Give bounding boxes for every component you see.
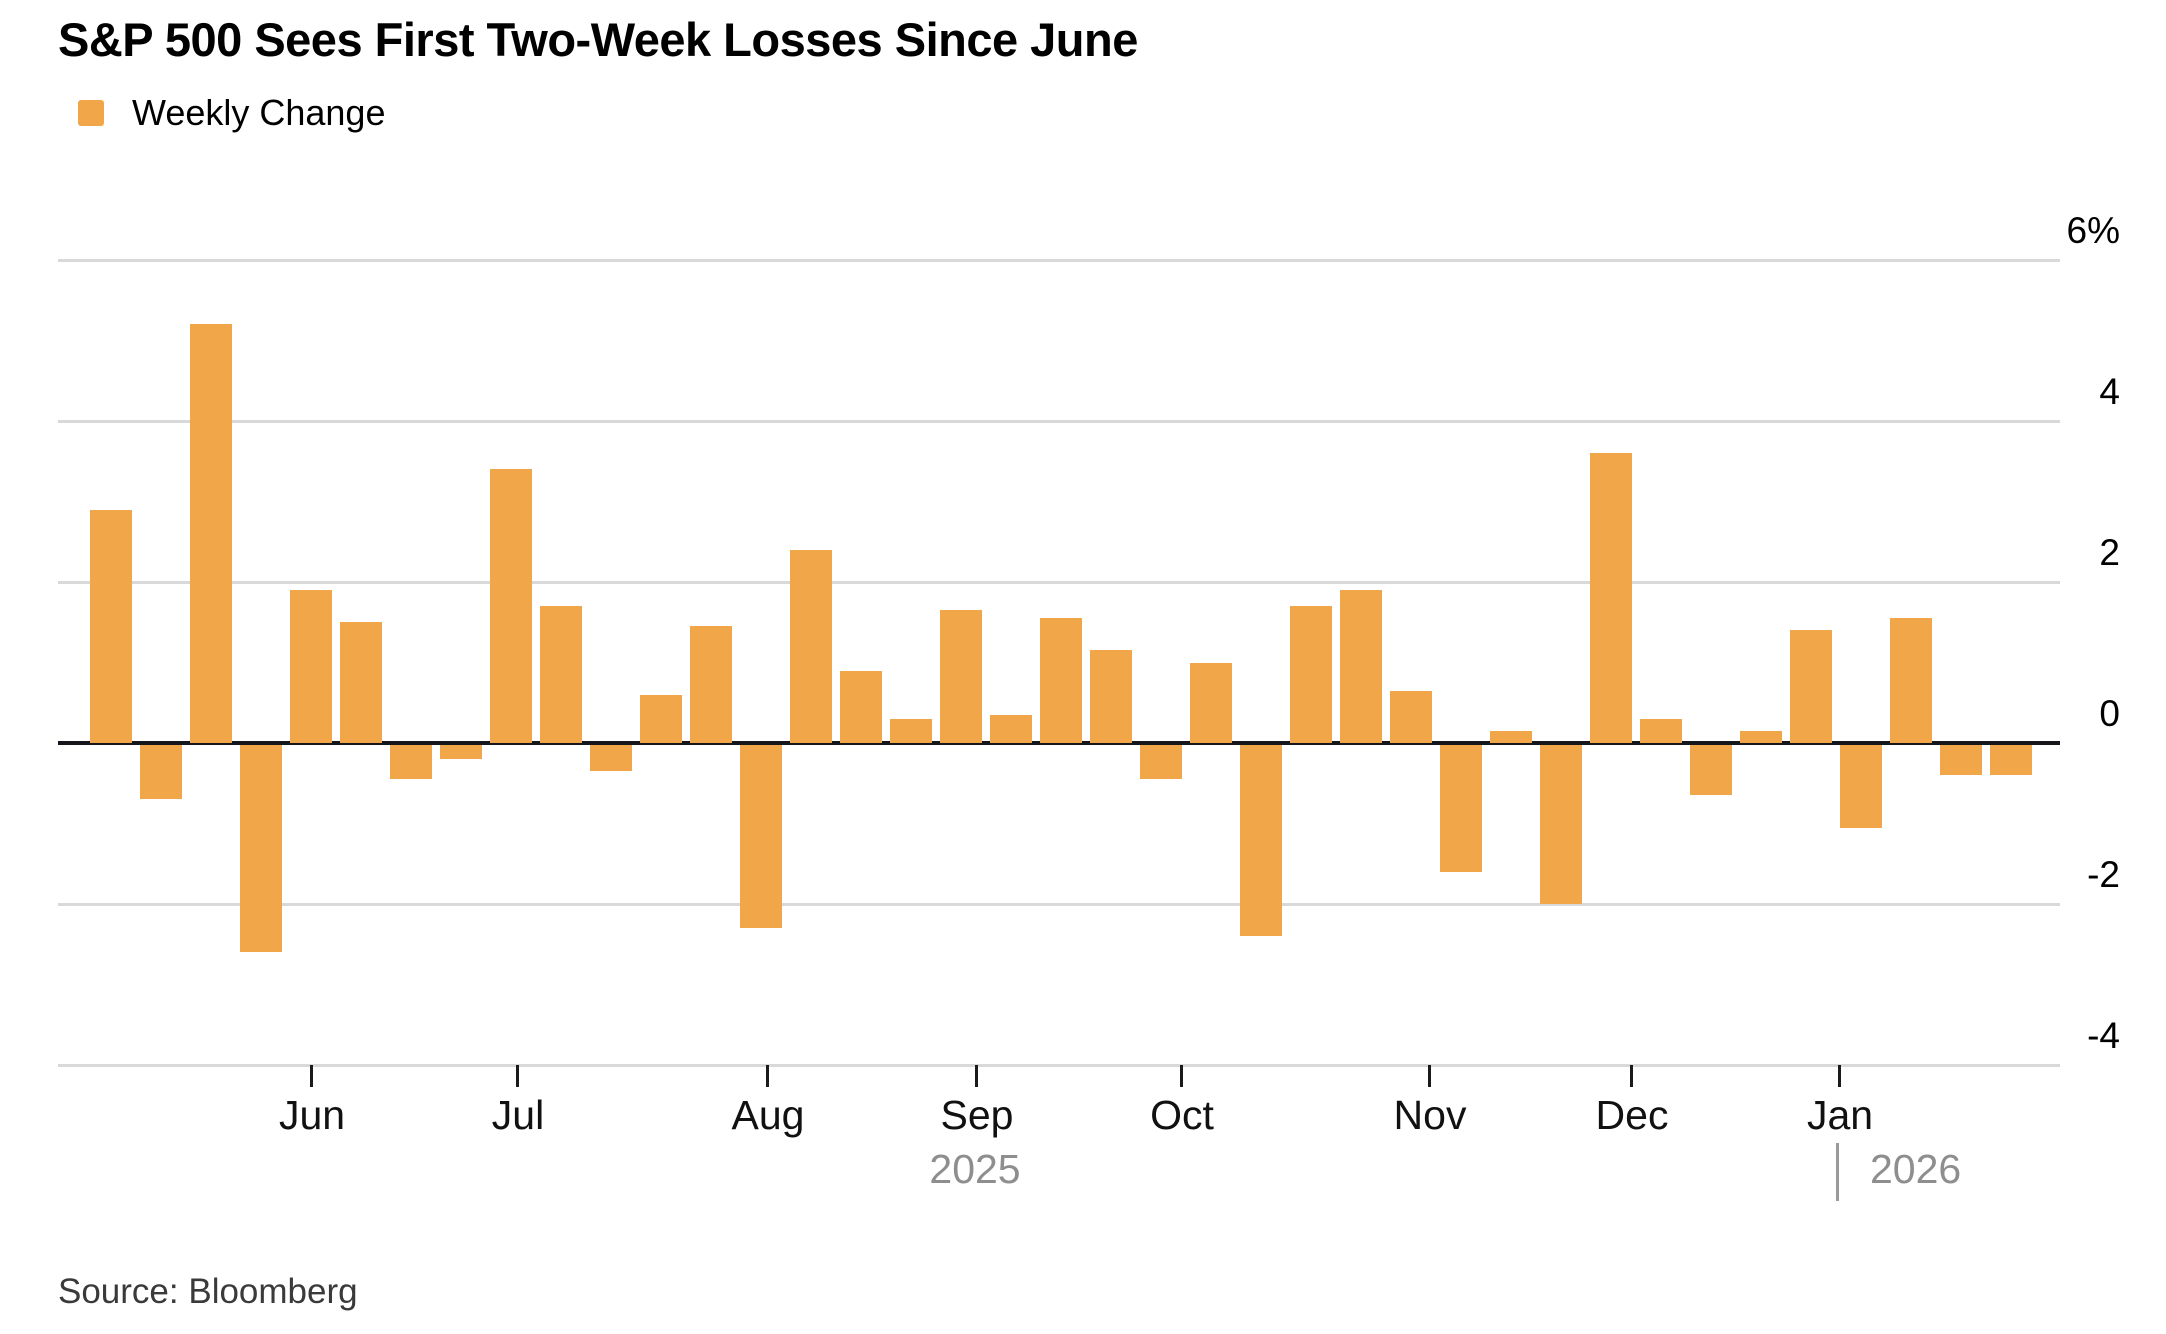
bar-week-7	[390, 745, 432, 780]
bar-week-33	[1690, 745, 1732, 796]
x-axis-label-jun: Jun	[278, 1092, 346, 1138]
gridline-2	[58, 581, 2060, 584]
x-axis-label-dec: Dec	[1595, 1092, 1669, 1138]
bar-week-9	[490, 469, 532, 743]
bar-week-19	[990, 714, 1032, 743]
bar-week-28	[1440, 745, 1482, 872]
bar-week-24	[1240, 745, 1282, 937]
x-axis-label-jul: Jul	[491, 1092, 545, 1138]
y-axis-label--4: -4	[2087, 1015, 2120, 1056]
bar-week-1	[90, 509, 132, 743]
bar-week-37	[1890, 618, 1932, 743]
bar-week-18	[940, 610, 982, 743]
x-axis-tick-jun	[310, 1065, 313, 1087]
x-axis-tick-jul	[516, 1065, 519, 1087]
chart-title: S&P 500 Sees First Two-Week Losses Since…	[58, 13, 1138, 66]
x-axis-label-sep: Sep	[940, 1092, 1014, 1138]
x-axis-tick-dec	[1630, 1065, 1633, 1087]
bar-week-11	[590, 745, 632, 772]
y-axis-label-0: 0	[2099, 693, 2120, 734]
bar-week-29	[1490, 730, 1532, 743]
x-axis-year-2025: 2025	[929, 1146, 1021, 1192]
legend: Weekly Change	[78, 92, 385, 134]
gridline--2	[58, 903, 2060, 906]
x-axis-label-nov: Nov	[1393, 1092, 1467, 1138]
y-axis-label-4: 4	[2099, 371, 2120, 412]
bar-week-34	[1740, 730, 1782, 743]
zero-baseline	[58, 741, 2060, 745]
bar-week-31	[1590, 453, 1632, 743]
legend-swatch-icon	[78, 100, 104, 126]
source-note: Source: Bloomberg	[58, 1272, 358, 1311]
bar-week-20	[1040, 618, 1082, 743]
bar-week-26	[1340, 590, 1382, 743]
x-axis-tick-nov	[1428, 1065, 1431, 1087]
bar-week-21	[1090, 650, 1132, 743]
bar-week-17	[890, 718, 932, 743]
bar-week-38	[1940, 745, 1982, 776]
bar-week-8	[440, 745, 482, 760]
bar-week-5	[290, 590, 332, 743]
bar-week-35	[1790, 630, 1832, 743]
gridline-4	[58, 420, 2060, 423]
gridline-6	[58, 259, 2060, 262]
x-axis-tick-sep	[975, 1065, 978, 1087]
bar-week-30	[1540, 745, 1582, 904]
bar-week-15	[790, 549, 832, 743]
bar-week-10	[540, 606, 582, 743]
year-divider-line	[1836, 1143, 1839, 1201]
y-axis-label-6: 6%	[2066, 210, 2120, 251]
x-axis-label-oct: Oct	[1150, 1092, 1214, 1138]
bar-week-12	[640, 694, 682, 743]
bar-week-2	[140, 745, 182, 800]
bar-week-39	[1990, 745, 2032, 776]
bar-week-23	[1190, 662, 1232, 743]
x-axis-year-2026: 2026	[1870, 1146, 1962, 1192]
x-axis-label-aug: Aug	[731, 1092, 805, 1138]
bar-week-27	[1390, 690, 1432, 743]
bar-week-13	[690, 626, 732, 743]
bar-week-4	[240, 745, 282, 953]
bar-week-25	[1290, 606, 1332, 743]
bar-week-22	[1140, 745, 1182, 780]
gridline--4	[58, 1064, 2060, 1067]
x-axis-tick-jan	[1838, 1065, 1841, 1087]
bar-week-6	[340, 622, 382, 743]
y-axis-label--2: -2	[2087, 854, 2120, 895]
bar-week-32	[1640, 718, 1682, 743]
x-axis-tick-aug	[766, 1065, 769, 1087]
legend-label: Weekly Change	[132, 92, 386, 133]
bar-week-16	[840, 670, 882, 743]
x-axis-label-jan: Jan	[1806, 1092, 1874, 1138]
y-axis-label-2: 2	[2099, 532, 2120, 573]
x-axis-tick-oct	[1180, 1065, 1183, 1087]
bar-week-14	[740, 745, 782, 929]
bar-week-3	[190, 324, 232, 743]
bar-week-36	[1840, 745, 1882, 828]
